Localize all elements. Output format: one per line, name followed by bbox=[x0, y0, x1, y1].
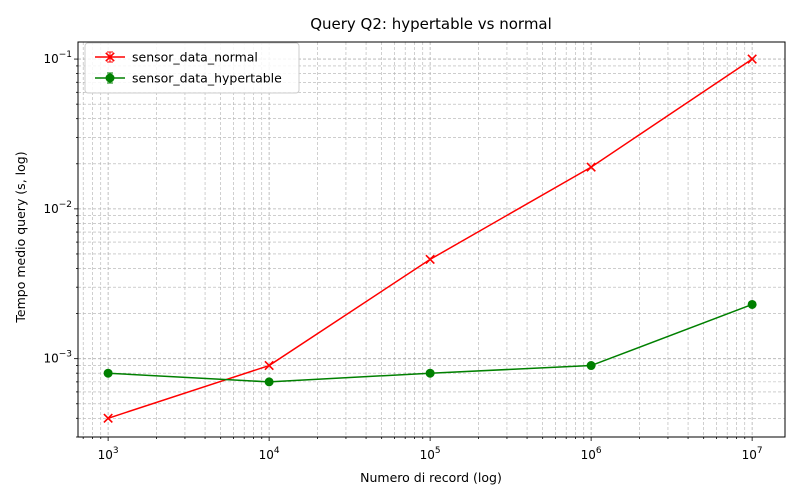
x-tick-label: 107 bbox=[742, 446, 763, 462]
y-axis-label: Tempo medio query (s, log) bbox=[13, 151, 28, 323]
marker-stroke bbox=[264, 360, 274, 371]
x-axis-label: Numero di record (log) bbox=[360, 470, 502, 485]
data-point bbox=[425, 368, 435, 378]
legend: sensor_data_normal sensor_data_hypertable bbox=[84, 42, 300, 94]
x-tick-label: 106 bbox=[581, 446, 602, 462]
chart-title: Query Q2: hypertable vs normal bbox=[310, 15, 552, 33]
grid bbox=[78, 42, 785, 438]
data-point bbox=[103, 368, 113, 378]
x-tick-label: 105 bbox=[420, 446, 441, 462]
data-point bbox=[103, 413, 113, 424]
data-point bbox=[747, 299, 757, 309]
data-point bbox=[586, 361, 596, 371]
marker-stroke bbox=[586, 162, 596, 172]
legend-label: sensor_data_hypertable bbox=[132, 71, 282, 86]
marker-stroke bbox=[425, 254, 435, 265]
axes: 103 104 105 106 107 10−3 10−2 10−1 bbox=[43, 41, 786, 462]
legend-box bbox=[84, 42, 300, 94]
marker-stroke bbox=[747, 54, 757, 64]
data-point bbox=[264, 360, 274, 371]
data-point bbox=[586, 162, 596, 172]
plot-frame bbox=[77, 41, 786, 438]
series-sensor_data_hypertable bbox=[103, 299, 757, 387]
data-point bbox=[425, 254, 435, 265]
legend-marker bbox=[105, 73, 115, 83]
legend-marker bbox=[105, 52, 115, 62]
data-point bbox=[264, 377, 274, 387]
data-point bbox=[747, 54, 757, 64]
series-sensor_data_normal bbox=[103, 54, 757, 424]
y-tick-label: 10−1 bbox=[43, 50, 72, 66]
series-layer bbox=[103, 54, 757, 424]
legend-label: sensor_data_normal bbox=[132, 50, 258, 65]
marker-stroke bbox=[105, 52, 115, 62]
x-tick-label: 104 bbox=[259, 446, 280, 462]
x-tick-label: 103 bbox=[98, 446, 119, 462]
y-tick-label: 10−3 bbox=[43, 350, 72, 366]
marker-stroke bbox=[103, 413, 113, 424]
y-tick-label: 10−2 bbox=[43, 200, 72, 216]
